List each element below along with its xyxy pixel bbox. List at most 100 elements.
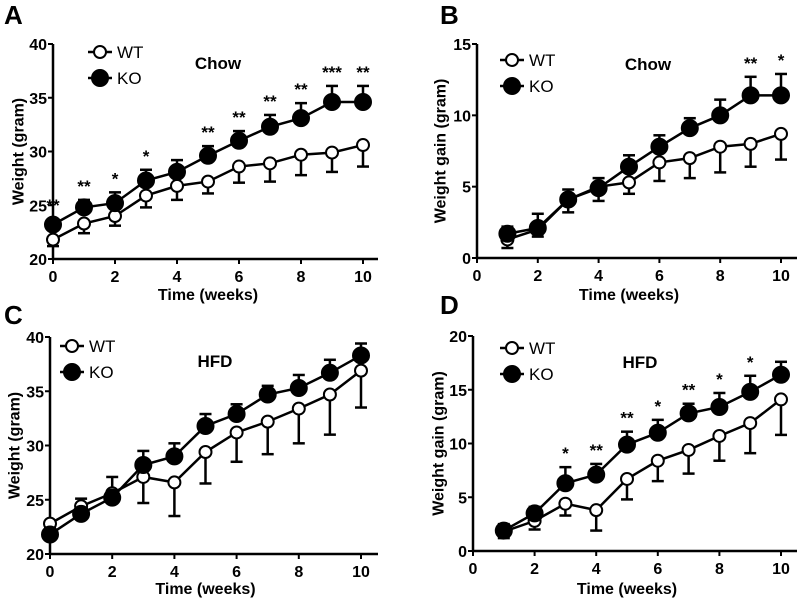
- panel-letter: D: [440, 290, 459, 320]
- x-tick-label: 8: [715, 561, 724, 578]
- data-point-wt: [46, 232, 60, 247]
- x-tick-label: 8: [716, 268, 725, 285]
- data-point-wt: [743, 416, 758, 431]
- data-point-wt: [774, 392, 788, 407]
- data-point-ko: [587, 465, 606, 484]
- significance-marker: *: [716, 370, 723, 389]
- data-point-ko: [494, 521, 513, 540]
- y-tick-label: 30: [26, 439, 44, 456]
- y-tick-label: 40: [26, 330, 44, 347]
- significance-marker: *: [112, 169, 119, 188]
- y-tick-label: 20: [26, 547, 44, 564]
- x-tick-label: 4: [173, 269, 182, 286]
- data-point-ko: [559, 190, 578, 209]
- x-axis-label: Time (weeks): [579, 287, 679, 304]
- x-tick-label: 4: [592, 561, 601, 578]
- data-point-ko: [589, 179, 608, 198]
- x-tick-label: 6: [653, 561, 662, 578]
- data-point-wt: [354, 363, 368, 378]
- data-point-ko: [323, 93, 341, 112]
- significance-marker: **: [682, 381, 696, 400]
- significance-marker: *: [747, 353, 754, 372]
- significance-marker: **: [263, 92, 277, 111]
- series-line: [49, 354, 362, 536]
- panel-d: D 0 5 10 15 20 0 2 4 6 8 10 Time (weeks) Weight gain …: [431, 290, 797, 598]
- data-point-wt: [229, 425, 244, 440]
- series-line: [503, 398, 782, 533]
- legend-marker-wt: [505, 341, 519, 355]
- data-point-ko: [352, 346, 370, 365]
- x-tick-label: 4: [170, 564, 179, 581]
- x-tick-label: 0: [469, 561, 478, 578]
- data-point-ko: [772, 86, 790, 105]
- data-point-ko: [289, 378, 308, 397]
- data-point-wt: [167, 475, 182, 490]
- legend-label: KO: [89, 363, 114, 382]
- data-point-wt: [325, 145, 339, 160]
- data-point-ko: [741, 382, 760, 401]
- panel-c: C 20 25 30 35 40 0 2 4 6 8 10 Time (weeks) Weight (gr…: [4, 300, 378, 598]
- panel-letter: C: [4, 300, 23, 330]
- y-tick-label: 0: [458, 544, 467, 561]
- data-point-ko: [498, 224, 517, 243]
- x-tick-label: 8: [297, 269, 306, 286]
- data-point-ko: [137, 171, 155, 190]
- legend-label: KO: [117, 69, 142, 88]
- data-point-ko: [227, 405, 246, 424]
- y-tick-label: 35: [26, 384, 44, 401]
- data-point-ko: [650, 137, 669, 156]
- data-point-wt: [558, 496, 573, 511]
- legend-label: WT: [117, 43, 143, 62]
- data-point-ko: [741, 86, 760, 105]
- significance-marker: *: [143, 147, 150, 166]
- data-point-wt: [589, 503, 604, 518]
- legend-label: WT: [529, 51, 555, 70]
- significance-marker: **: [294, 80, 308, 99]
- data-point-ko: [525, 504, 544, 523]
- x-tick-label: 10: [352, 564, 370, 581]
- data-point-ko: [72, 504, 91, 523]
- data-point-ko: [168, 162, 186, 181]
- data-point-wt: [170, 178, 184, 193]
- y-tick-label: 20: [29, 252, 47, 269]
- data-point-ko: [106, 194, 124, 213]
- data-point-ko: [134, 456, 153, 475]
- legend-label: WT: [529, 339, 555, 358]
- data-point-ko: [44, 215, 62, 234]
- data-point-ko: [258, 385, 277, 404]
- legend-marker-ko: [63, 363, 81, 381]
- data-point-wt: [682, 151, 697, 166]
- data-point-ko: [618, 435, 636, 454]
- data-point-wt: [652, 155, 667, 170]
- data-point-ko: [680, 119, 699, 138]
- data-point-ko: [196, 416, 215, 435]
- panel-letter: B: [440, 0, 459, 30]
- y-tick-label: 5: [458, 490, 467, 507]
- data-point-ko: [41, 525, 59, 544]
- data-point-wt: [291, 401, 306, 416]
- legend-label: WT: [89, 337, 115, 356]
- data-point-ko: [648, 423, 667, 442]
- y-tick-label: 25: [26, 493, 44, 510]
- panel-title: Chow: [195, 54, 242, 73]
- legend-marker-ko: [503, 77, 521, 95]
- x-tick-label: 0: [46, 564, 55, 581]
- x-tick-label: 2: [111, 269, 120, 286]
- y-tick-label: 10: [449, 437, 467, 454]
- significance-marker: *: [562, 444, 569, 463]
- significance-marker: **: [232, 108, 246, 127]
- significance-marker: **: [77, 177, 91, 196]
- panel-a: A 20 25 30 35 40 0 2 4 6 8 10 Time (weeks) Weight (gr…: [4, 0, 378, 304]
- x-tick-label: 0: [49, 269, 58, 286]
- x-axis-label: Time (weeks): [155, 581, 255, 598]
- data-point-wt: [622, 175, 636, 190]
- x-tick-label: 10: [772, 561, 790, 578]
- data-point-wt: [322, 387, 337, 402]
- data-point-wt: [263, 156, 277, 171]
- legend-marker-ko: [503, 365, 521, 383]
- data-point-ko: [620, 157, 638, 176]
- significance-marker: *: [778, 51, 785, 70]
- y-tick-label: 30: [29, 145, 47, 162]
